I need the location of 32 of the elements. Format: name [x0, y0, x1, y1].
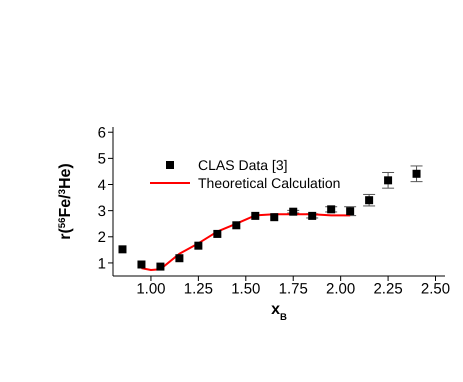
point: [118, 245, 126, 254]
point: [213, 230, 222, 238]
y-tick-label: 6: [98, 124, 106, 142]
legend-label: Theoretical Calculation: [198, 175, 340, 191]
y-tick-label: 1: [98, 255, 106, 272]
point: [232, 221, 240, 230]
point: [365, 196, 374, 204]
x-tick-label: 2.50: [420, 280, 450, 298]
y-tick-label: 3: [98, 202, 106, 220]
point: [270, 213, 278, 222]
x-tick-label: 1.75: [278, 280, 308, 298]
y-tick-label: 4: [98, 176, 106, 194]
x-tick-label: 1.00: [136, 280, 166, 298]
x-tick-label: 2.00: [326, 280, 356, 298]
point: [308, 212, 316, 220]
point: [194, 242, 202, 250]
point: [384, 176, 392, 184]
point: [412, 170, 421, 178]
point: [137, 260, 146, 268]
x-axis-title: x$_{B}$: [271, 301, 287, 322]
y-tick-label: 2: [98, 229, 106, 246]
y-tick-label: 5: [98, 150, 106, 168]
point: [289, 208, 298, 216]
x-tick-label: 2.25: [373, 280, 403, 298]
x-tick-label: 1.50: [231, 280, 260, 298]
point: [156, 262, 164, 271]
point: [327, 205, 336, 214]
point: [175, 254, 184, 262]
point: [251, 212, 260, 220]
legend-label: CLAS Data [3]: [198, 157, 288, 173]
point: [346, 207, 354, 216]
x-tick-label: 1.25: [184, 280, 213, 298]
